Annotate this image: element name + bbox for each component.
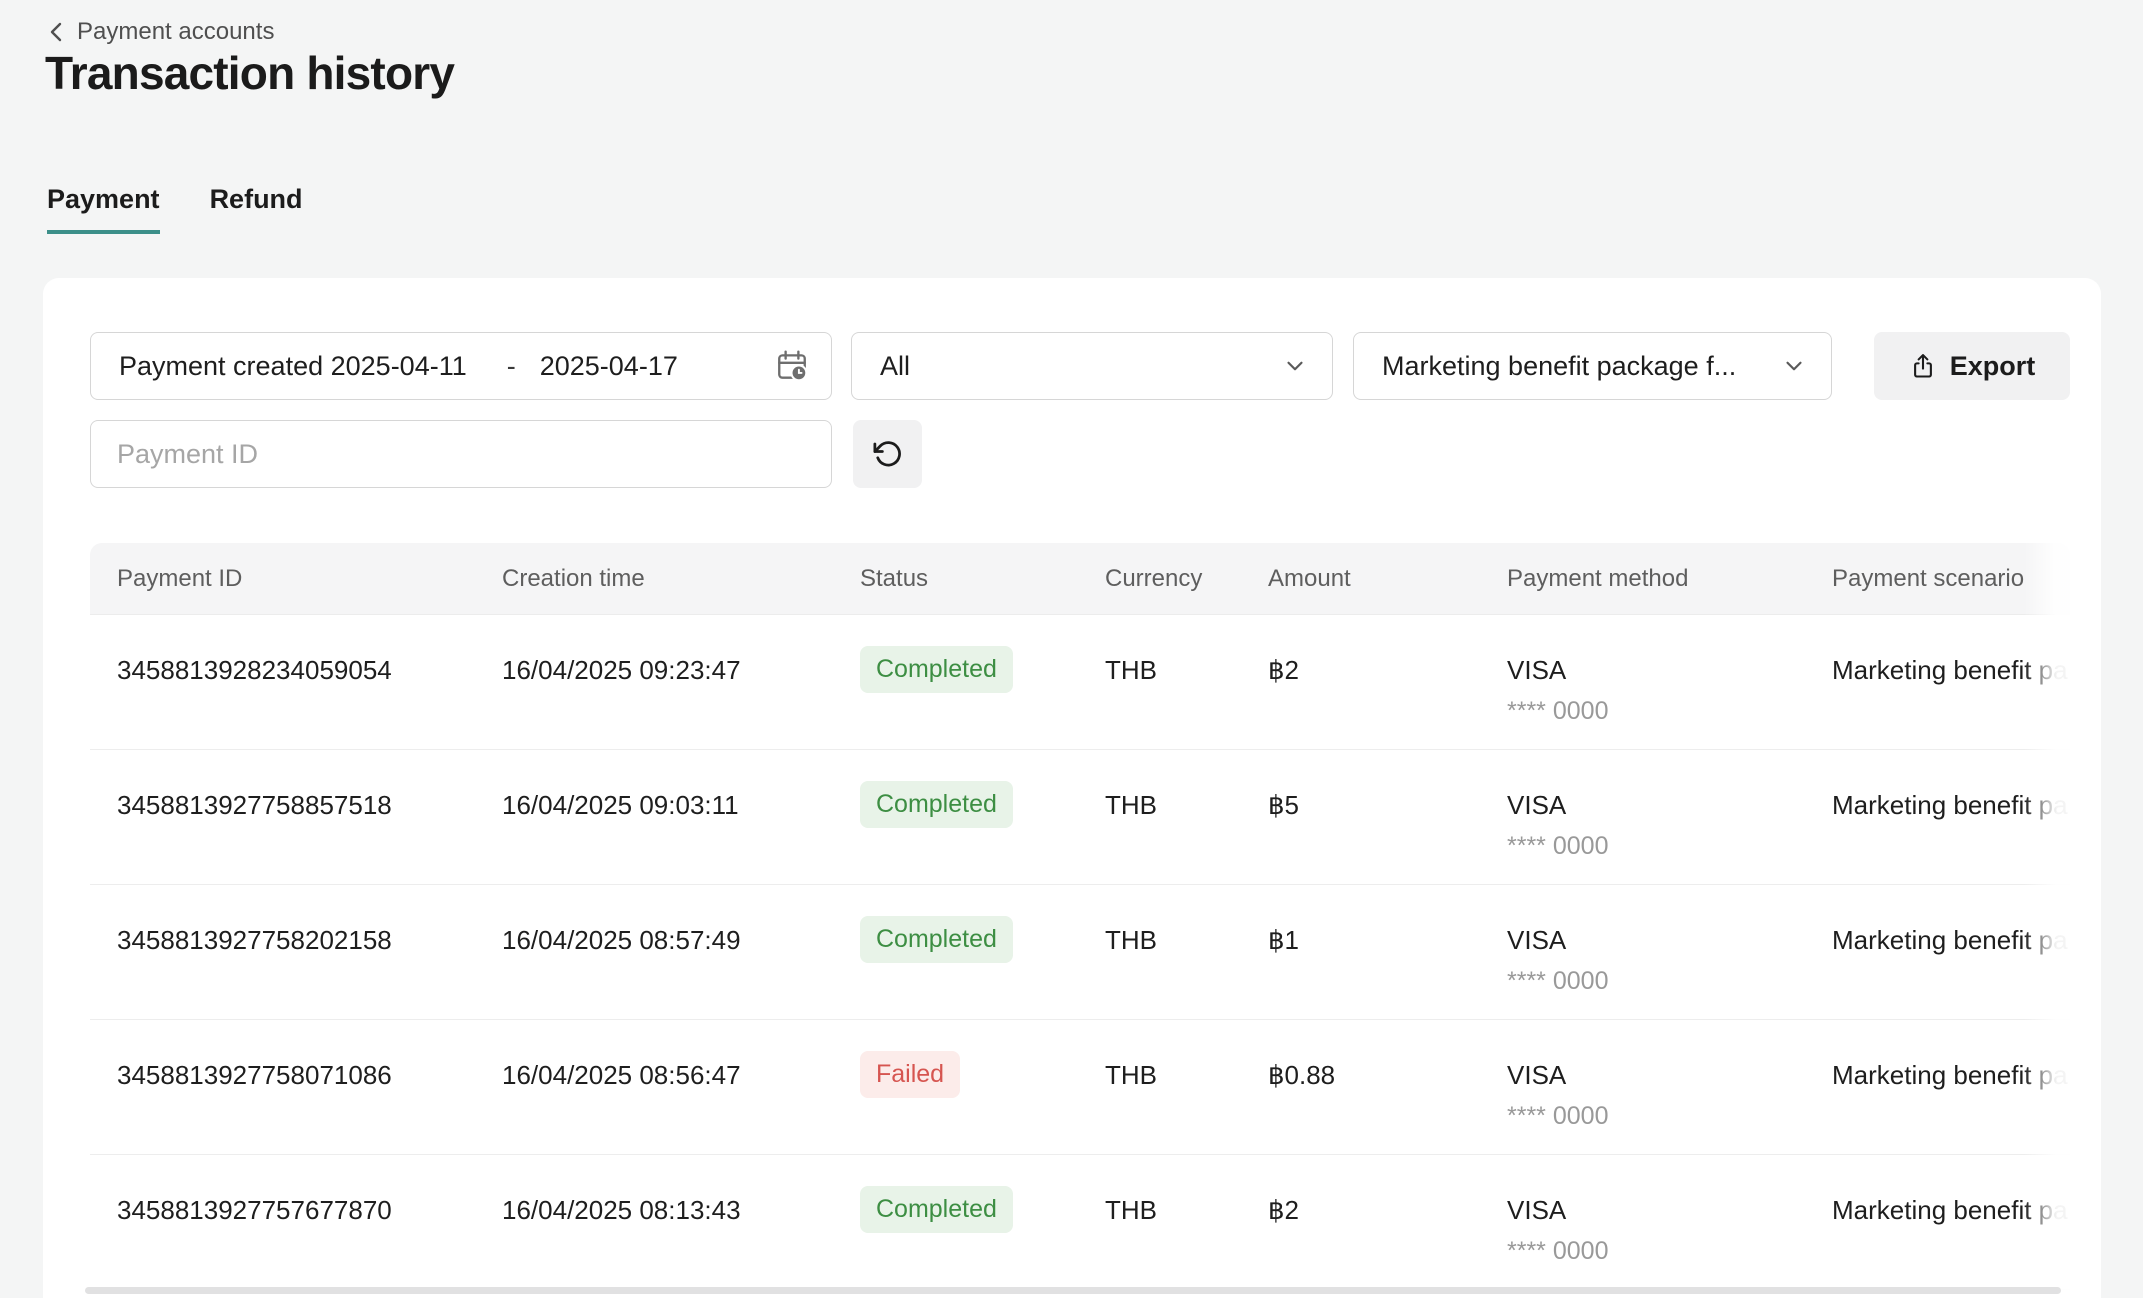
column-header-payment-scenario: Payment scenario <box>1832 564 2025 592</box>
refresh-icon <box>873 439 903 469</box>
cell-status: Completed <box>833 615 1078 749</box>
status-badge: Completed <box>860 1186 1013 1233</box>
cell-creation-time: 16/04/2025 08:13:43 <box>502 1195 741 1225</box>
date-range-label: Payment created <box>119 350 324 381</box>
cell-status: Failed <box>833 1020 1078 1154</box>
cell-payment-method: VISA **** 0000 <box>1480 885 1805 1019</box>
card-number-masked: **** 0000 <box>1507 1237 1609 1265</box>
tab-refund[interactable]: Refund <box>209 184 303 214</box>
tab-bar: Payment Refund <box>47 184 303 234</box>
cell-currency: THB <box>1105 925 1157 955</box>
date-range-start: 2025-04-11 <box>330 350 467 381</box>
export-label: Export <box>1949 350 2036 381</box>
column-header-amount: Amount <box>1268 564 1351 592</box>
cell-status: Completed <box>833 1155 1078 1289</box>
cell-amount: ฿2 <box>1268 1195 1300 1225</box>
scenario-filter-select[interactable]: Marketing benefit package f... <box>1353 332 1832 400</box>
cell-creation-time: 16/04/2025 08:56:47 <box>502 1060 741 1090</box>
transactions-table: Payment ID Creation time Status Currency… <box>90 543 2070 1290</box>
chevron-left-icon <box>47 20 67 44</box>
cell-currency: THB <box>1105 1060 1157 1090</box>
cell-payment-scenario: Marketing benefit pa <box>1832 1060 2068 1090</box>
cell-amount: ฿5 <box>1268 790 1300 820</box>
column-header-creation-time: Creation time <box>502 564 645 592</box>
cell-payment-scenario: Marketing benefit pa <box>1832 1195 2068 1225</box>
column-header-status: Status <box>860 564 929 592</box>
breadcrumb-label: Payment accounts <box>77 18 275 45</box>
breadcrumb-back-payment-accounts[interactable]: Payment accounts <box>47 18 274 46</box>
status-filter-select[interactable]: All <box>851 332 1333 400</box>
cell-status: Completed <box>833 750 1078 884</box>
card-brand: VISA <box>1507 1195 1567 1225</box>
cell-payment-method: VISA **** 0000 <box>1480 1020 1805 1154</box>
table-header-row: Payment ID Creation time Status Currency… <box>90 543 2070 615</box>
cell-payment-method: VISA **** 0000 <box>1480 750 1805 884</box>
card-number-masked: **** 0000 <box>1507 967 1609 995</box>
card-brand: VISA <box>1507 790 1567 820</box>
cell-status: Completed <box>833 885 1078 1019</box>
table-row[interactable]: 3458813928234059054 16/04/2025 09:23:47 … <box>90 615 2070 750</box>
upload-icon <box>1909 352 1937 380</box>
cell-creation-time: 16/04/2025 09:03:11 <box>502 790 739 820</box>
export-button[interactable]: Export <box>1874 332 2070 400</box>
date-range-separator: - <box>506 350 516 381</box>
table-row[interactable]: 3458813927758202158 16/04/2025 08:57:49 … <box>90 885 2070 1020</box>
column-header-payment-method: Payment method <box>1507 564 1689 592</box>
table-row[interactable]: 3458813927758857518 16/04/2025 09:03:11 … <box>90 750 2070 885</box>
cell-amount: ฿2 <box>1268 655 1300 685</box>
transactions-panel: Payment created 2025-04-11 - 2025-04-17 … <box>43 278 2101 1298</box>
cell-currency: THB <box>1105 790 1157 820</box>
page-title: Transaction history <box>45 47 455 99</box>
status-badge: Completed <box>860 916 1013 963</box>
cell-payment-scenario: Marketing benefit pa <box>1832 655 2068 685</box>
scenario-filter-value: Marketing benefit package f... <box>1382 350 1737 381</box>
status-filter-value: All <box>880 350 911 381</box>
cell-creation-time: 16/04/2025 09:23:47 <box>502 655 741 685</box>
card-number-masked: **** 0000 <box>1507 697 1609 725</box>
column-header-currency: Currency <box>1105 564 1203 592</box>
cell-payment-id: 3458813927758857518 <box>117 790 392 820</box>
cell-payment-id: 3458813927757677870 <box>117 1195 392 1225</box>
cell-amount: ฿0.88 <box>1268 1060 1336 1090</box>
cell-payment-scenario: Marketing benefit pa <box>1832 790 2068 820</box>
status-badge: Failed <box>860 1051 961 1098</box>
cell-payment-id: 3458813928234059054 <box>117 655 392 685</box>
card-number-masked: **** 0000 <box>1507 832 1609 860</box>
cell-payment-id: 3458813927758071086 <box>117 1060 392 1090</box>
status-badge: Completed <box>860 646 1013 693</box>
column-header-payment-id: Payment ID <box>117 564 243 592</box>
card-brand: VISA <box>1507 1060 1567 1090</box>
cell-creation-time: 16/04/2025 08:57:49 <box>502 925 741 955</box>
card-brand: VISA <box>1507 655 1567 685</box>
cell-payment-id: 3458813927758202158 <box>117 925 392 955</box>
cell-currency: THB <box>1105 655 1157 685</box>
card-number-masked: **** 0000 <box>1507 1102 1609 1130</box>
table-row[interactable]: 3458813927757677870 16/04/2025 08:13:43 … <box>90 1155 2070 1290</box>
table-row[interactable]: 3458813927758071086 16/04/2025 08:56:47 … <box>90 1020 2070 1155</box>
payment-id-input[interactable] <box>90 420 832 488</box>
cell-currency: THB <box>1105 1195 1157 1225</box>
chevron-down-icon <box>1781 353 1807 379</box>
date-range-end: 2025-04-17 <box>539 350 678 381</box>
cell-amount: ฿1 <box>1268 925 1300 955</box>
calendar-clock-icon <box>775 349 809 383</box>
horizontal-scrollbar[interactable] <box>85 1287 2061 1294</box>
cell-payment-method: VISA **** 0000 <box>1480 1155 1805 1289</box>
refresh-button[interactable] <box>853 420 922 488</box>
status-badge: Completed <box>860 781 1013 828</box>
tab-payment[interactable]: Payment <box>47 184 160 234</box>
cell-payment-scenario: Marketing benefit pa <box>1832 925 2068 955</box>
chevron-down-icon <box>1282 353 1308 379</box>
date-range-filter[interactable]: Payment created 2025-04-11 - 2025-04-17 <box>90 332 832 400</box>
card-brand: VISA <box>1507 925 1567 955</box>
cell-payment-method: VISA **** 0000 <box>1480 615 1805 749</box>
